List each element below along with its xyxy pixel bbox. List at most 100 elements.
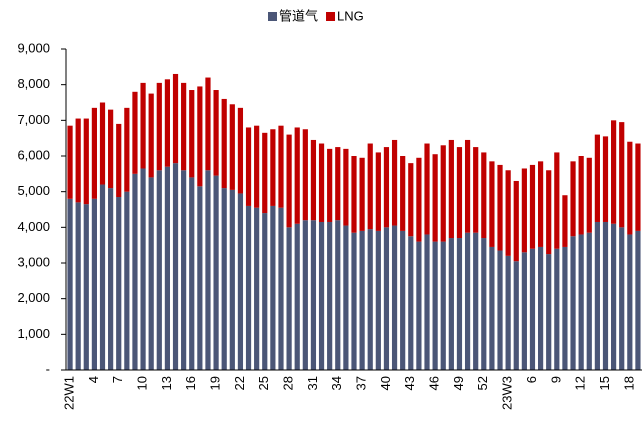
bar-segment (302, 220, 308, 370)
bar-segment (237, 107, 244, 194)
bar-segment (627, 234, 633, 370)
bar-segment (351, 156, 357, 233)
bar-segment (586, 232, 592, 370)
y-tick-label: 9,000 (17, 40, 50, 55)
bar-segment (586, 157, 592, 233)
bar-segment (351, 232, 357, 370)
x-tick-label: 13 (159, 376, 174, 390)
legend-swatch (268, 12, 277, 21)
bar-segment (546, 254, 552, 370)
x-tick-label: 12 (573, 376, 588, 390)
bar-segment (554, 248, 560, 370)
bar-segment (310, 139, 317, 221)
bar-segment (213, 175, 219, 370)
bar-segment (440, 241, 446, 370)
bar-segment (546, 170, 552, 255)
bar-segment (424, 234, 430, 370)
bar-segment (254, 125, 260, 208)
bar-segment (67, 125, 73, 199)
y-tick-label: 6,000 (17, 147, 50, 162)
bar-segment (262, 132, 268, 214)
y-tick-label: 5,000 (17, 183, 50, 198)
bar-segment (505, 170, 511, 256)
bar-segment (124, 191, 130, 370)
bar-segment (116, 197, 122, 370)
bar-segment (448, 238, 454, 370)
x-tick-label: 6 (524, 376, 539, 383)
bar-segment (400, 156, 406, 231)
bar-segment (67, 198, 73, 370)
bar-segment (570, 161, 576, 237)
bar-segment (156, 170, 162, 370)
bar-segment (181, 170, 187, 370)
bar-segment (108, 188, 114, 370)
x-tick-label: 23W3 (500, 376, 515, 410)
bar-segment (489, 161, 495, 247)
bar-segment (473, 147, 479, 233)
x-tick-label: 25 (256, 376, 271, 390)
x-tick-label: 43 (402, 376, 417, 390)
bar-segment (578, 234, 584, 370)
bar-segment (278, 125, 284, 208)
bar-segment (400, 230, 406, 370)
bar-segment (164, 166, 171, 370)
bar-segment (335, 220, 341, 370)
bar-segment (408, 163, 414, 237)
bar-segment (481, 238, 487, 370)
bar-segment (497, 164, 503, 251)
bar-segment (294, 127, 300, 224)
bar-segment (448, 139, 454, 239)
y-tick-label: 1,000 (17, 326, 50, 341)
bar-segment (594, 221, 600, 370)
bar-segment (464, 232, 471, 370)
x-tick-label: 46 (427, 376, 442, 390)
bar-segment (521, 168, 527, 253)
bar-segment (335, 147, 341, 221)
bar-segment (359, 157, 365, 231)
bar-segment (562, 195, 568, 247)
bar-segment (513, 180, 519, 262)
bar-segment (391, 225, 398, 370)
bar-segment (602, 221, 609, 370)
bar-segment (432, 154, 438, 242)
bar-segment (327, 221, 333, 370)
x-tick-label: 15 (597, 376, 612, 390)
bar-segment (432, 241, 438, 370)
bar-segment (75, 202, 81, 370)
bar-segment (91, 107, 97, 199)
bar-segment (529, 248, 536, 370)
bar-segment (635, 230, 641, 370)
bar-segment (391, 139, 398, 226)
bar-segment (481, 152, 487, 239)
bar-segment (172, 73, 179, 164)
x-tick-label: 34 (329, 376, 344, 390)
bar-segment (245, 205, 252, 370)
bar-segment (529, 164, 536, 249)
x-tick-label: 10 (135, 376, 150, 390)
bar-segment (383, 147, 390, 228)
x-tick-label: 4 (86, 376, 101, 383)
bar-segment (635, 143, 641, 231)
bar-segment (140, 168, 146, 370)
bar-segment (537, 161, 544, 247)
bar-segment (611, 120, 617, 224)
bar-segment (172, 163, 179, 370)
bar-segment (367, 229, 373, 370)
x-tick-label: 19 (208, 376, 223, 390)
bar-segment (229, 189, 235, 370)
bar-segment (164, 79, 171, 167)
bar-segment (116, 123, 122, 198)
bar-segment (537, 246, 544, 370)
bar-segment (416, 157, 422, 242)
bar-segment (108, 109, 114, 189)
bar-segment (367, 143, 373, 230)
bar-segment (189, 177, 195, 370)
bar-segment (513, 261, 519, 370)
bar-segment (627, 141, 633, 235)
bar-segment (440, 145, 446, 242)
x-tick-label: 40 (378, 376, 393, 390)
bar-segment (497, 250, 503, 370)
bar-segment (286, 227, 292, 370)
bar-segment (197, 86, 203, 187)
